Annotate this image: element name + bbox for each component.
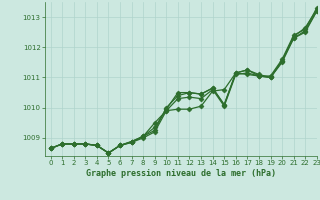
X-axis label: Graphe pression niveau de la mer (hPa): Graphe pression niveau de la mer (hPa) (86, 169, 276, 178)
